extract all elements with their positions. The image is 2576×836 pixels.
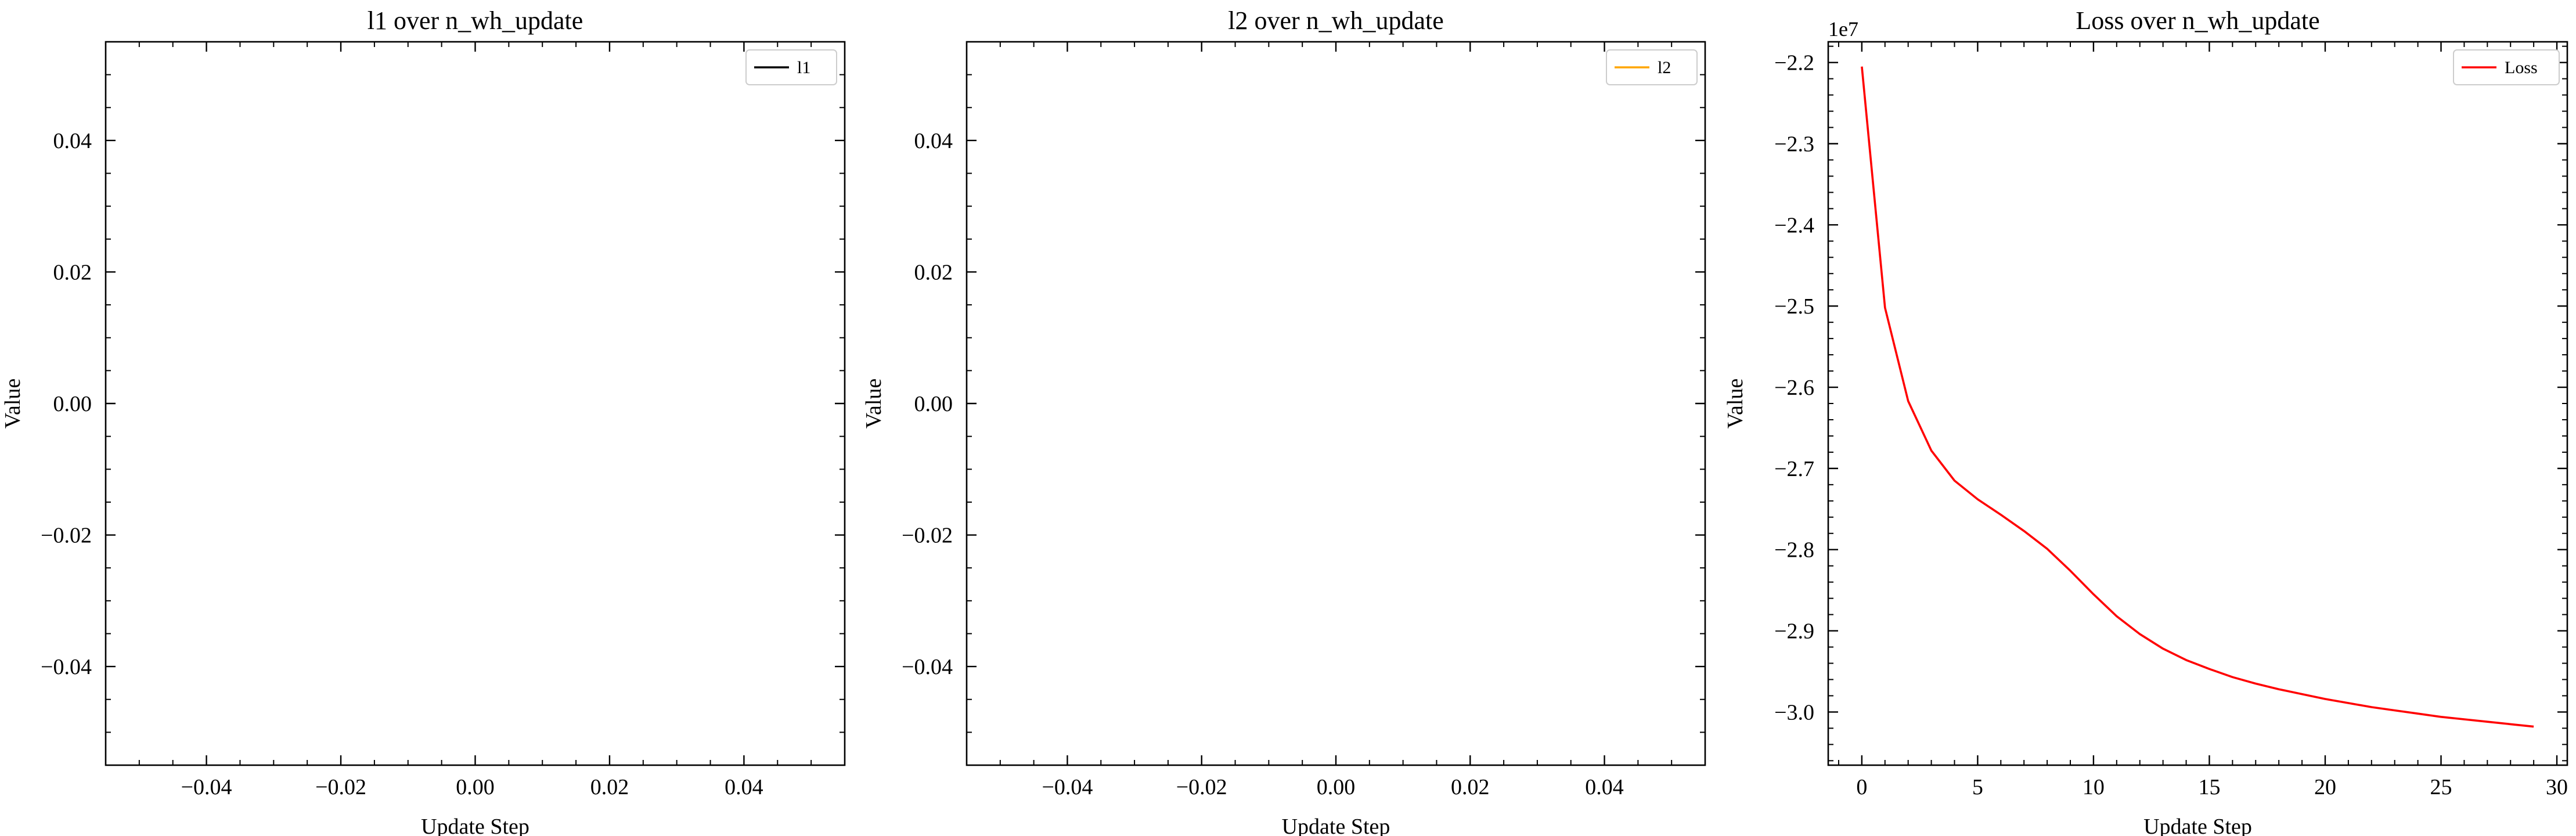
x-tick-label: 0.02 xyxy=(590,775,629,799)
legend-label: l1 xyxy=(797,58,810,77)
x-tick-label: 0.04 xyxy=(725,775,763,799)
y-tick-label: 0.02 xyxy=(914,260,953,284)
legend-label: l2 xyxy=(1658,58,1671,77)
chart-panel-3: Loss over n_wh_update Update Step Value 0 5 1… xyxy=(1723,6,2568,836)
y-tick-label: −2.6 xyxy=(1774,376,1814,400)
x-tick-label: 0.02 xyxy=(1451,775,1490,799)
y-axis-label: Value xyxy=(1,379,25,429)
x-tick-label: 30 xyxy=(2546,775,2568,799)
y-tick-label: −2.7 xyxy=(1774,457,1814,481)
y-tick-label: 0.00 xyxy=(53,392,92,416)
chart-title: l1 over n_wh_update xyxy=(368,6,583,35)
y-tick-label: 0.04 xyxy=(53,129,92,153)
y-tick-label: −0.02 xyxy=(41,524,92,548)
y-axis-label: Value xyxy=(1723,379,1748,429)
legend: l2 xyxy=(1606,49,1698,85)
x-tick-label: 0.00 xyxy=(456,775,495,799)
y-tick-label: −2.8 xyxy=(1774,538,1814,563)
legend-label: Loss xyxy=(2505,58,2538,77)
plot-frame xyxy=(965,41,1706,766)
x-tick-label: −0.02 xyxy=(1176,775,1227,799)
x-tick-label: 0.04 xyxy=(1585,775,1624,799)
chart-title: l2 over n_wh_update xyxy=(1228,6,1443,35)
legend: l1 xyxy=(745,49,837,85)
y-tick-label: −3.0 xyxy=(1774,700,1814,725)
legend: Loss xyxy=(2453,49,2560,85)
x-tick-label: −0.02 xyxy=(315,775,366,799)
x-tick-label: 0.00 xyxy=(1317,775,1356,799)
y-tick-label: 0.04 xyxy=(914,129,953,153)
x-axis-label: Update Step xyxy=(2143,815,2252,836)
x-tick-label: 15 xyxy=(2198,775,2220,799)
x-tick-label: 5 xyxy=(1972,775,1983,799)
y-tick-label: 0.00 xyxy=(914,392,953,416)
y-tick-label: −2.4 xyxy=(1774,213,1814,237)
plot-frame xyxy=(105,41,846,766)
chart-title: Loss over n_wh_update xyxy=(2076,6,2319,35)
y-tick-label: 0.02 xyxy=(53,260,92,284)
x-axis-label: Update Step xyxy=(1282,815,1390,836)
y-tick-label: −0.04 xyxy=(902,655,953,679)
x-axis-label: Update Step xyxy=(421,815,529,836)
y-offset-label: 1e7 xyxy=(1828,17,1858,41)
x-tick-label: 0 xyxy=(1856,775,1867,799)
chart-panel-1: l1 over n_wh_update Update Step Value −0.04… xyxy=(1,6,846,836)
legend-box xyxy=(1606,49,1698,85)
legend-box xyxy=(745,49,837,85)
series-line-loss xyxy=(1861,66,2534,728)
x-tick-label: 20 xyxy=(2314,775,2336,799)
legend-box xyxy=(2453,49,2560,85)
x-tick-label: 25 xyxy=(2430,775,2452,799)
y-tick-label: −0.04 xyxy=(41,655,92,679)
chart-panel-2: l2 over n_wh_update Update Step Value −0.04… xyxy=(862,6,1706,836)
y-tick-label: −2.2 xyxy=(1774,51,1814,75)
x-tick-label: −0.04 xyxy=(181,775,232,799)
plot-frame xyxy=(1827,41,2568,766)
y-tick-label: −2.9 xyxy=(1774,619,1814,644)
x-tick-label: 10 xyxy=(2083,775,2105,799)
y-axis-label: Value xyxy=(862,379,886,429)
y-tick-label: −0.02 xyxy=(902,524,953,548)
y-tick-label: −2.5 xyxy=(1774,294,1814,319)
y-tick-label: −2.3 xyxy=(1774,132,1814,157)
x-tick-label: −0.04 xyxy=(1042,775,1093,799)
